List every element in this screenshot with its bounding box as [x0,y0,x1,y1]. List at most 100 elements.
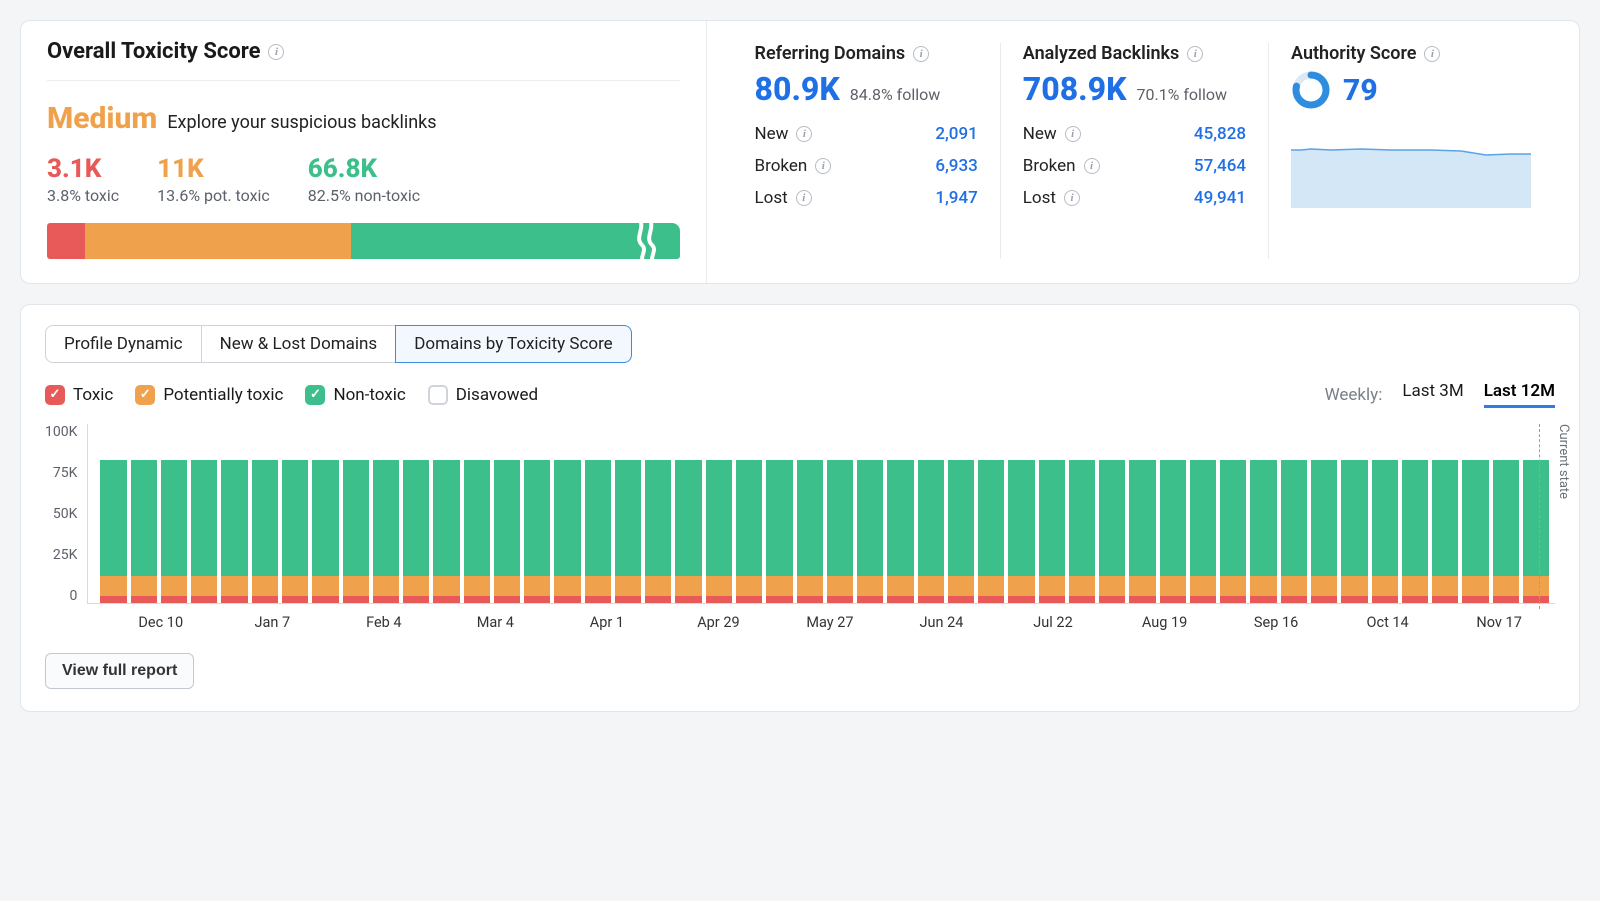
bar-seg-pot-toxic [343,576,369,596]
legend-item[interactable]: ✓Non-toxic [305,385,405,405]
tab-domains-by-toxicity-score[interactable]: Domains by Toxicity Score [395,325,631,363]
bar-seg-pot-toxic [1341,576,1367,596]
bar-seg-pot-toxic [1008,576,1034,596]
checkbox-icon[interactable]: ✓ [305,385,325,405]
bar-seg-toxic [827,596,853,603]
checkbox-icon[interactable] [428,385,448,405]
info-icon[interactable]: i [796,126,812,142]
info-icon[interactable]: i [1084,158,1100,174]
bar-seg-toxic [797,596,823,603]
chart-tabs: Profile DynamicNew & Lost DomainsDomains… [45,325,1555,363]
range-button[interactable]: Last 3M [1402,381,1463,408]
bar [252,424,278,603]
bar [1190,424,1216,603]
analyzed-backlinks-follow: 70.1% follow [1136,85,1227,104]
authority-score-title: Authority Score [1291,43,1416,64]
bar-seg-pot-toxic [524,576,550,596]
checkbox-icon[interactable]: ✓ [45,385,65,405]
bar [918,424,944,603]
stat-value[interactable]: 45,828 [1176,124,1246,144]
bar-seg-pot-toxic [1493,576,1519,596]
x-tick: Mar 4 [440,614,552,631]
info-icon[interactable]: i [1424,46,1440,62]
bar-seg-toxic [433,596,459,603]
bar-seg-non-toxic [706,460,732,576]
stat-value[interactable]: 6,933 [908,156,978,176]
info-icon[interactable]: i [1065,126,1081,142]
stat-row: Broken i 6,933 [755,150,978,182]
bar-seg-non-toxic [161,460,187,576]
info-icon[interactable]: i [796,190,812,206]
stat-value[interactable]: 49,941 [1176,188,1246,208]
tab-new-lost-domains[interactable]: New & Lost Domains [201,325,397,363]
x-tick: Jul 22 [997,614,1109,631]
legend-item[interactable]: Disavowed [428,385,538,405]
bar-seg-pot-toxic [1250,576,1276,596]
x-tick: May 27 [774,614,886,631]
bar-seg-non-toxic [736,460,762,576]
stat-value[interactable]: 57,464 [1176,156,1246,176]
info-icon[interactable]: i [913,46,929,62]
bar-seg-toxic [736,596,762,603]
referring-domains-count[interactable]: 80.9K [755,70,840,108]
y-axis: 100K75K50K25K0 [45,424,87,604]
bar [585,424,611,603]
bar [1039,424,1065,603]
bar [312,424,338,603]
bar-seg-toxic [494,596,520,603]
x-tick: Nov 17 [1443,614,1555,631]
tab-profile-dynamic[interactable]: Profile Dynamic [45,325,202,363]
authority-donut-icon [1291,70,1331,110]
bar-seg-pot-toxic [1523,576,1549,596]
bar-seg-toxic [1402,596,1428,603]
info-icon[interactable]: i [1064,190,1080,206]
bar-seg-pot-toxic [554,576,580,596]
bar [736,424,762,603]
metric-sub: 82.5% non-toxic [308,186,420,205]
stat-key: Lost i [1023,188,1080,208]
bar-seg-non-toxic [887,460,913,576]
bar [1493,424,1519,603]
bar-seg-toxic [645,596,671,603]
toxicity-bar-segment [351,223,680,259]
bar-seg-toxic [191,596,217,603]
y-tick: 75K [53,465,78,481]
info-icon[interactable]: i [268,44,284,60]
current-state-marker [1539,424,1540,609]
bar-seg-pot-toxic [464,576,490,596]
bar-seg-pot-toxic [1372,576,1398,596]
info-icon[interactable]: i [1187,46,1203,62]
bar-seg-pot-toxic [918,576,944,596]
stat-key: Broken i [755,156,832,176]
bar [403,424,429,603]
bar-seg-non-toxic [1220,460,1246,576]
bar-seg-pot-toxic [1190,576,1216,596]
bar-seg-toxic [1250,596,1276,603]
metric-sub: 3.8% toxic [47,186,119,205]
analyzed-backlinks-count[interactable]: 708.9K [1023,70,1127,108]
bar-seg-pot-toxic [131,576,157,596]
legend-label: Disavowed [456,385,538,405]
legend-item[interactable]: ✓Potentially toxic [135,385,283,405]
bar-seg-non-toxic [1372,460,1398,576]
bar-seg-toxic [1069,596,1095,603]
divider [47,80,680,81]
bar-seg-toxic [524,596,550,603]
x-tick: Aug 19 [1109,614,1221,631]
legend-item[interactable]: ✓Toxic [45,385,113,405]
info-icon[interactable]: i [815,158,831,174]
bar-seg-toxic [857,596,883,603]
bar-seg-non-toxic [1039,460,1065,576]
stat-value[interactable]: 2,091 [908,124,978,144]
bar-seg-pot-toxic [252,576,278,596]
checkbox-icon[interactable]: ✓ [135,385,155,405]
range-button[interactable]: Last 12M [1484,381,1555,408]
bar-seg-pot-toxic [403,576,429,596]
stat-value[interactable]: 1,947 [908,188,978,208]
bar-seg-toxic [1190,596,1216,603]
x-tick: Jan 7 [217,614,329,631]
bar [1402,424,1428,603]
stat-key: Lost i [755,188,812,208]
bar [1281,424,1307,603]
view-full-report-button[interactable]: View full report [45,653,194,689]
